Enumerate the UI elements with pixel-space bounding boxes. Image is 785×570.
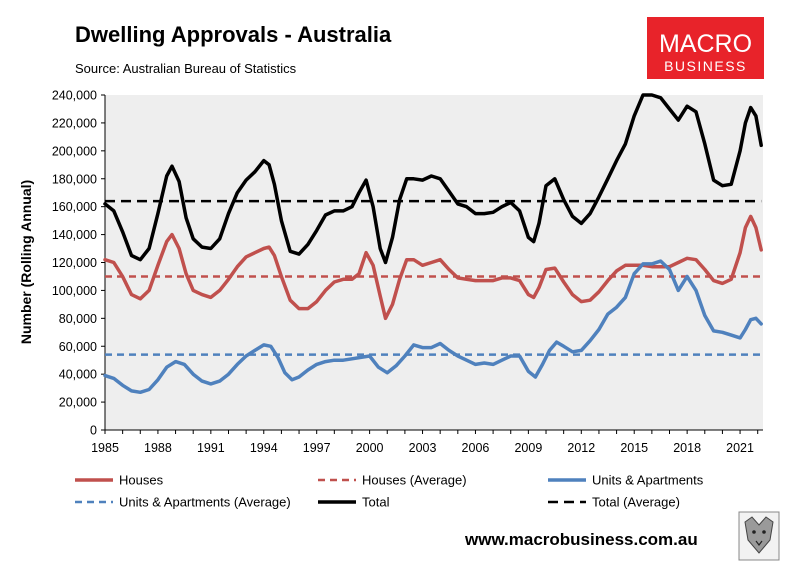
macrobusiness-logo: MACRO BUSINESS	[647, 17, 764, 79]
logo-line2: BUSINESS	[664, 58, 747, 74]
y-axis-label: Number (Rolling Annual)	[18, 180, 34, 344]
y-tick-label: 20,000	[59, 396, 97, 410]
legend-label: Units & Apartments	[592, 473, 704, 488]
chart-subtitle: Source: Australian Bureau of Statistics	[75, 61, 297, 76]
chart-title: Dwelling Approvals - Australia	[75, 22, 392, 47]
legend-item: Houses (Average)	[318, 473, 467, 488]
series-units-apartments	[103, 259, 763, 395]
y-tick-label: 220,000	[52, 116, 97, 130]
x-tick-label: 1985	[91, 441, 119, 455]
x-tick-label: 2012	[567, 441, 595, 455]
series-total	[103, 93, 763, 265]
y-tick-label: 40,000	[59, 368, 97, 382]
legend-label: Units & Apartments (Average)	[119, 495, 291, 510]
y-tick-label: 120,000	[52, 256, 97, 270]
x-tick-label: 2009	[514, 441, 542, 455]
x-tick-label: 1994	[250, 441, 278, 455]
y-tick-label: 0	[90, 424, 97, 438]
x-tick-label: 1988	[144, 441, 172, 455]
y-tick-label: 240,000	[52, 89, 97, 103]
y-tick-label: 140,000	[52, 228, 97, 242]
series-houses	[103, 214, 763, 321]
legend-label: Total (Average)	[592, 495, 680, 510]
y-tick-label: 100,000	[52, 284, 97, 298]
x-tick-label: 2003	[409, 441, 437, 455]
x-tick-label: 2018	[673, 441, 701, 455]
legend-item: Units & Apartments (Average)	[75, 495, 291, 510]
x-tick-label: 1991	[197, 441, 225, 455]
legend-item: Total (Average)	[548, 495, 680, 510]
x-tick-label: 2000	[356, 441, 384, 455]
x-tick-label: 2021	[726, 441, 754, 455]
series-layer	[103, 93, 763, 395]
y-tick-label: 80,000	[59, 312, 97, 326]
legend-item: Houses	[75, 473, 164, 488]
y-axis: 0 20,000 40,000 60,000 80,000 100,000 120,000 1…	[52, 89, 106, 438]
x-tick-label: 1997	[303, 441, 331, 455]
legend-label: Houses	[119, 473, 164, 488]
logo-line1: MACRO	[659, 30, 752, 58]
legend-item: Total	[318, 495, 390, 510]
x-axis: 1985 1988 1991 1994 1997 2000 2003 2006 2009 2012…	[91, 429, 763, 455]
y-tick-label: 180,000	[52, 172, 97, 186]
x-tick-label: 2015	[620, 441, 648, 455]
x-tick-label: 2006	[462, 441, 490, 455]
y-tick-label: 200,000	[52, 144, 97, 158]
legend-label: Houses (Average)	[362, 473, 467, 488]
y-tick-label: 60,000	[59, 340, 97, 354]
wolf-logo-icon	[738, 511, 780, 561]
legend-item: Units & Apartments	[548, 473, 704, 488]
legend-label: Total	[362, 495, 390, 510]
y-tick-label: 160,000	[52, 200, 97, 214]
legend: Houses Houses (Average) Units & Apartments…	[75, 473, 704, 510]
website-url: www.macrobusiness.com.au	[464, 530, 698, 549]
